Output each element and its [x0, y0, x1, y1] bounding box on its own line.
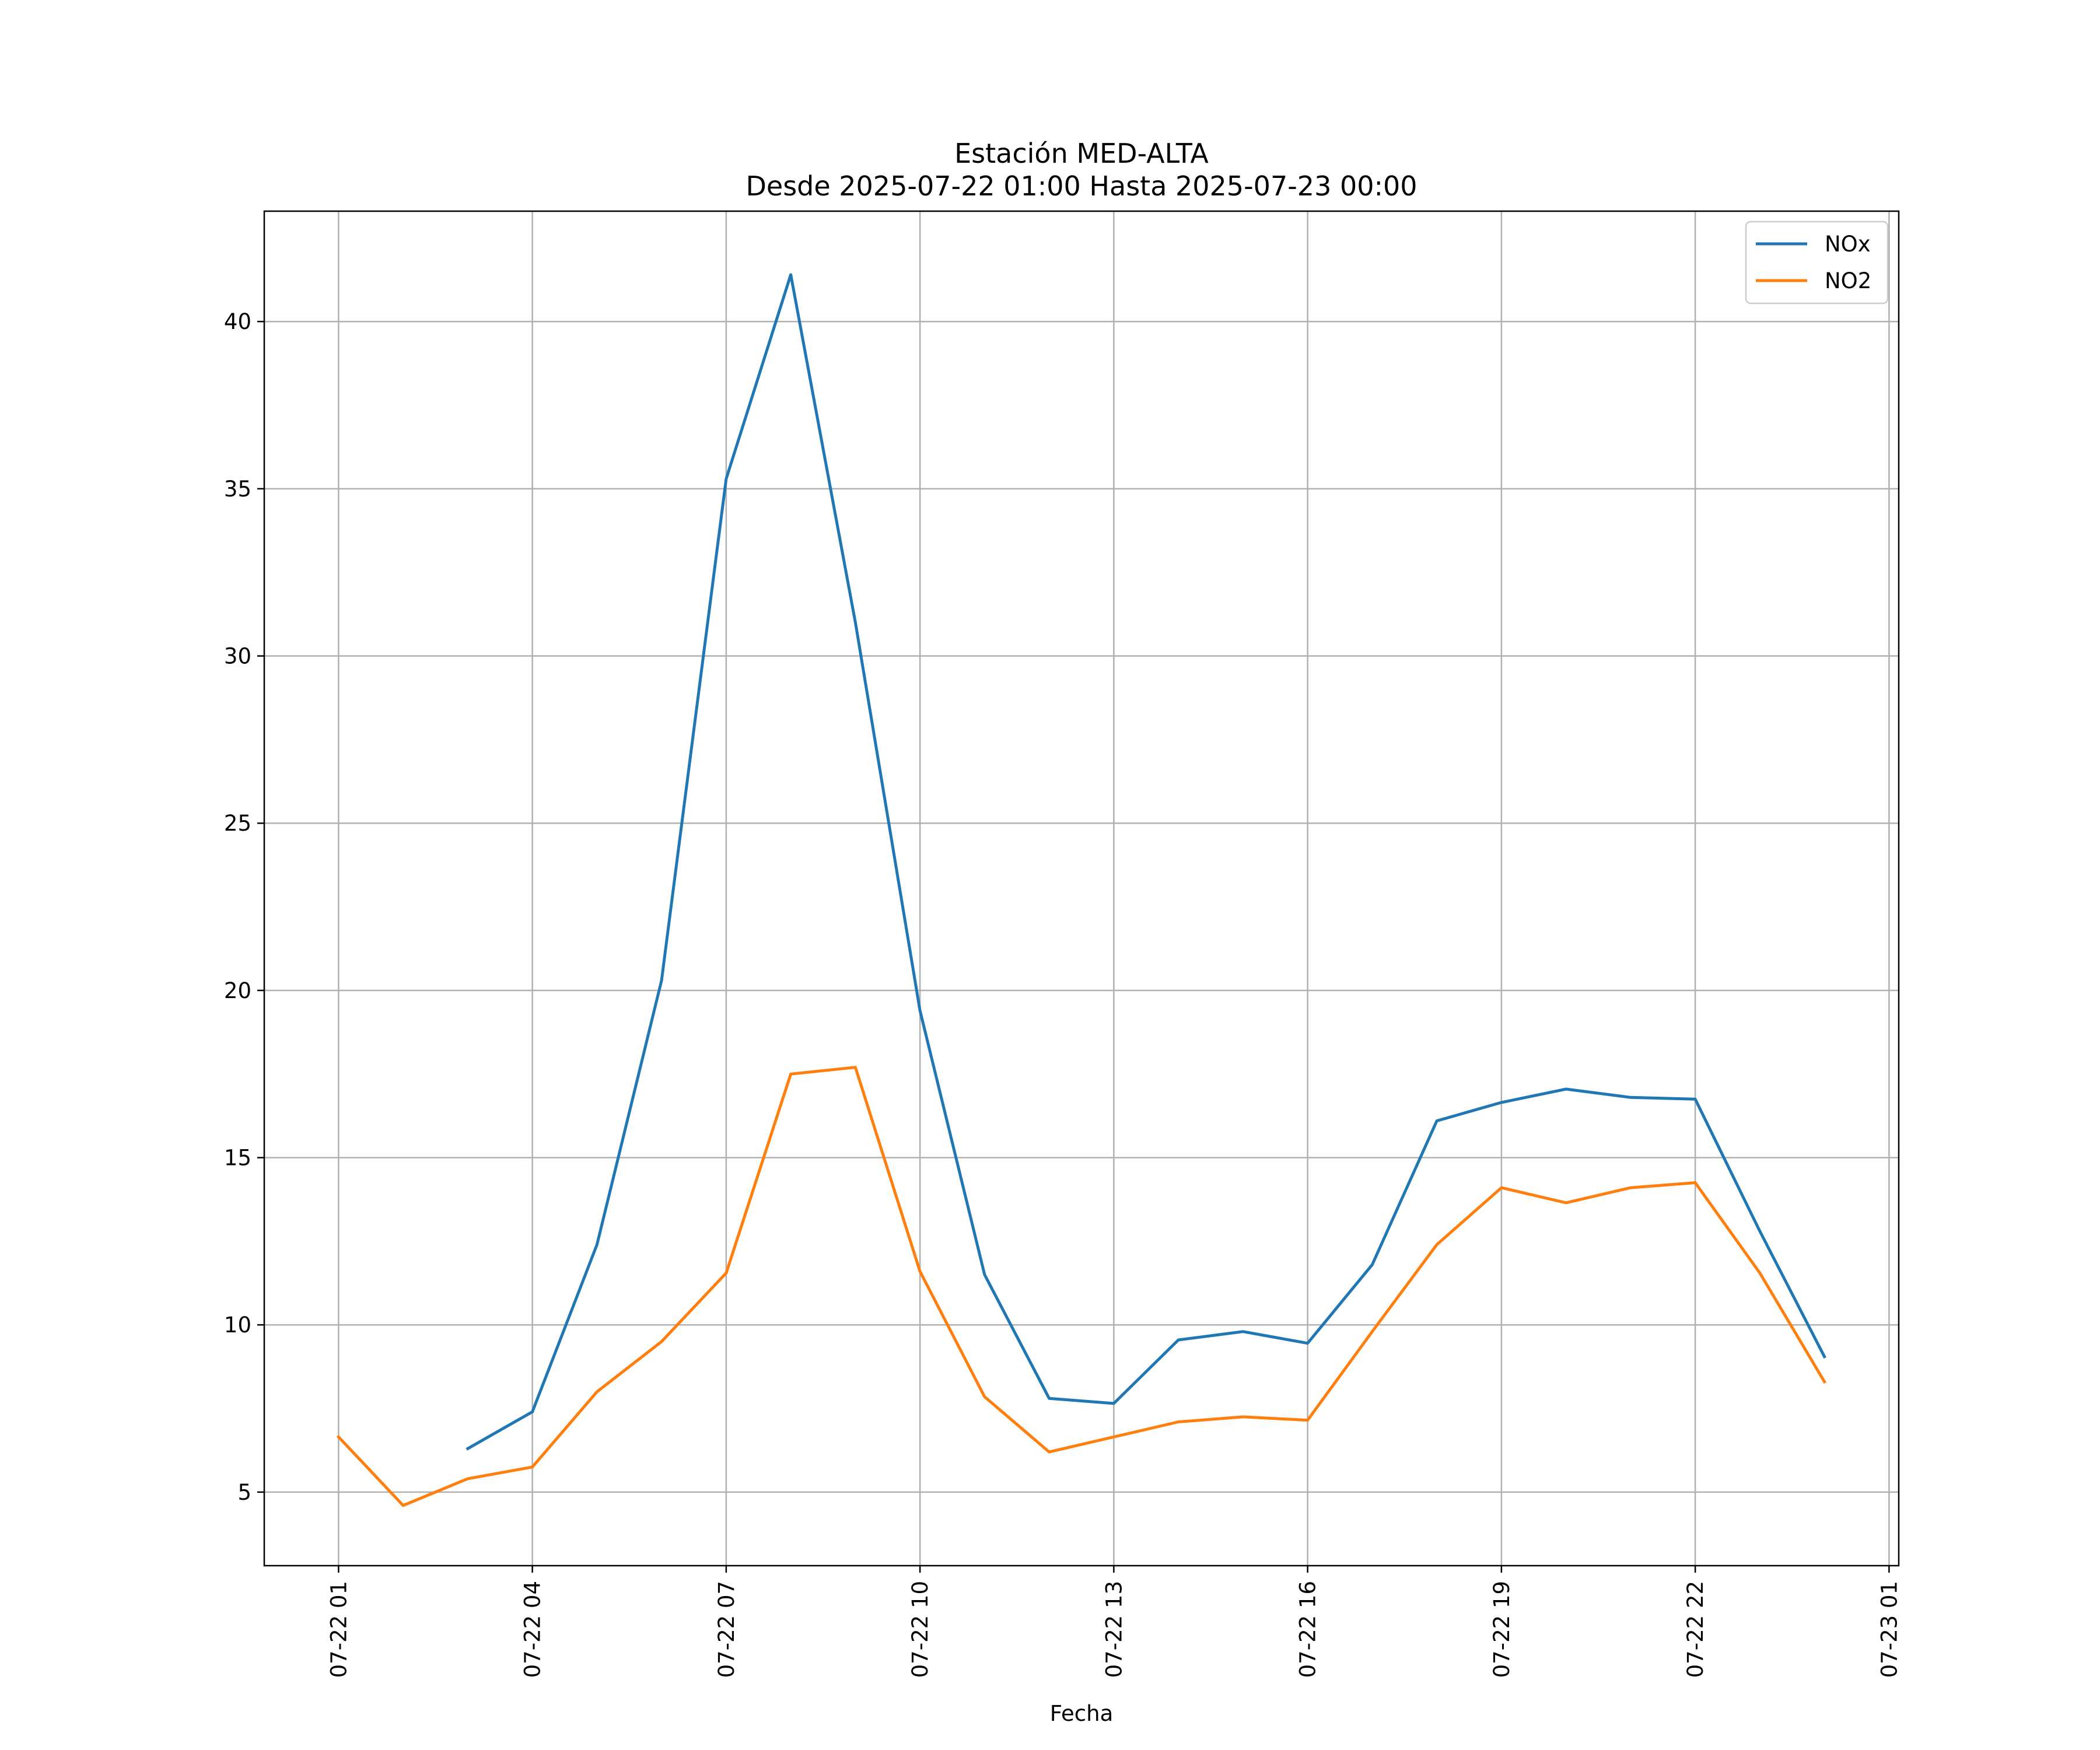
chart-title-line-1: Estación MED-ALTA [954, 138, 1209, 169]
series-line-nox [466, 273, 1826, 1451]
x-tick-label: 07-22 19 [1489, 1581, 1514, 1678]
x-tick-label: 07-22 01 [326, 1581, 351, 1678]
series-line-no2 [336, 1066, 1827, 1507]
x-tick-label: 07-23 01 [1877, 1581, 1902, 1678]
series-lines [336, 273, 1827, 1507]
x-tick-label: 07-22 22 [1683, 1581, 1708, 1678]
y-tick-label: 20 [224, 978, 251, 1003]
plot-area [264, 211, 1899, 1566]
legend: NOx NO2 [1745, 220, 1889, 304]
legend-box [1745, 220, 1889, 304]
x-tick-label: 07-22 10 [908, 1581, 933, 1678]
y-tick-label: 15 [224, 1146, 251, 1171]
legend-label-nox: NOx [1825, 232, 1871, 257]
plot-frame [263, 210, 1900, 1567]
y-tick-label: 40 [224, 309, 251, 334]
y-tick-label: 25 [224, 811, 251, 836]
x-axis-label: Fecha [1050, 1701, 1114, 1726]
x-tick-label: 07-22 16 [1296, 1581, 1321, 1678]
legend-label-no2: NO2 [1825, 268, 1871, 293]
y-tick-label: 10 [224, 1312, 251, 1338]
y-tick-label: 30 [224, 644, 251, 669]
y-tick-label: 5 [237, 1480, 251, 1505]
x-tick-label: 07-22 13 [1101, 1581, 1126, 1678]
grid-lines [264, 211, 1899, 1566]
x-tick-label: 07-22 04 [520, 1581, 545, 1678]
x-tick-label: 07-22 07 [714, 1581, 739, 1678]
y-tick-label: 35 [224, 477, 251, 502]
chart-title-line-2: Desde 2025-07-22 01:00 Hasta 2025-07-23 … [746, 170, 1417, 202]
axis-ticks: 07-22 01 07-22 04 07-22 07 07-22 10 07-22 13… [224, 309, 1902, 1678]
